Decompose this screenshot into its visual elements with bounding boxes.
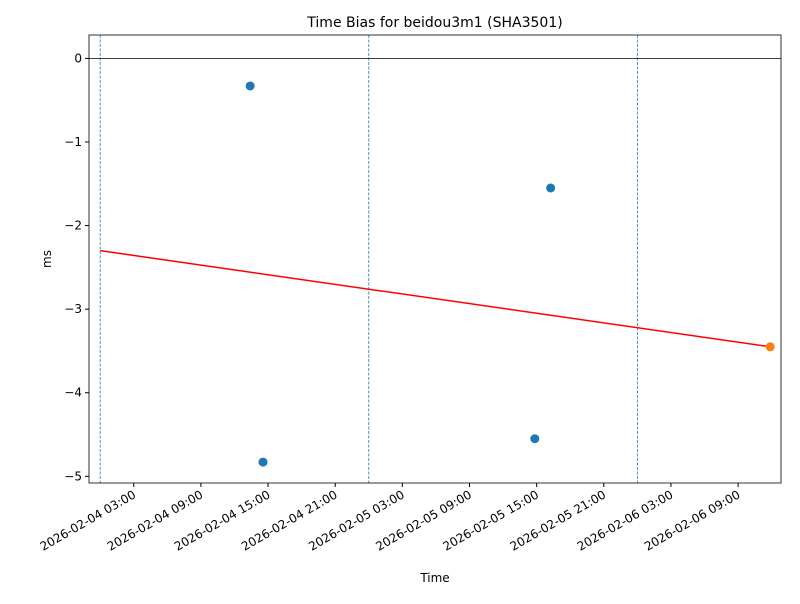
y-tick-label: 0: [74, 51, 82, 65]
point: [245, 81, 255, 91]
chart-title: Time Bias for beidou3m1 (SHA3501): [306, 15, 562, 31]
y-tick-label: −3: [64, 302, 82, 316]
y-tick-label: −2: [64, 219, 82, 233]
trend-line: [100, 249, 771, 348]
point: [546, 183, 556, 193]
y-tick-label: −4: [64, 386, 82, 400]
y-tick-label: −5: [64, 469, 82, 483]
y-tick-label: −1: [64, 135, 82, 149]
y-axis-label: ms: [40, 250, 54, 268]
x-axis-label: Time: [419, 571, 449, 585]
point: [530, 434, 540, 444]
plot-frame: [88, 34, 782, 484]
point: [765, 342, 775, 352]
point: [258, 457, 268, 467]
